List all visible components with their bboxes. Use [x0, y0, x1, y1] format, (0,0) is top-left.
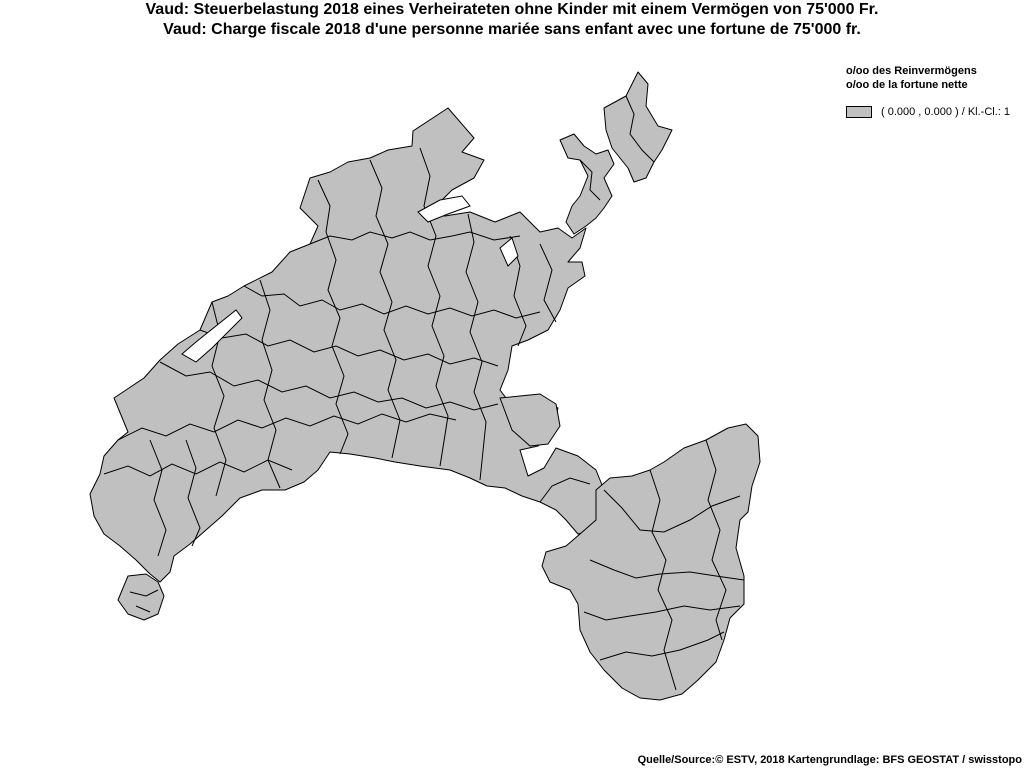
- lakes: [181, 195, 519, 363]
- canton-east-coast: [499, 393, 561, 447]
- legend-heading-german: o/oo des Reinvermögens: [846, 65, 977, 77]
- lake-neuchatel-edge: [417, 195, 471, 223]
- legend-class-label: ( 0.000 , 0.000 ) / Kl.-Cl.: 1: [881, 106, 1011, 118]
- lake-morat-edge: [499, 237, 519, 267]
- canton-vaud-main: [89, 71, 761, 701]
- map-title: Vaud: Steuerbelastung 2018 eines Verheir…: [0, 0, 1024, 40]
- lake-joux: [181, 309, 243, 363]
- title-french: Vaud: Charge fiscale 2018 d'une personne…: [163, 21, 861, 38]
- canton-payerne: [603, 71, 673, 183]
- source-credit: Quelle/Source:© ESTV, 2018 Kartengrundla…: [637, 754, 1022, 766]
- canton-sw-tip: [117, 573, 165, 621]
- map-legend: o/oo des Reinvermögens o/oo de la fortun…: [846, 64, 1024, 118]
- legend-class-row: ( 0.000 , 0.000 ) / Kl.-Cl.: 1: [846, 106, 1024, 118]
- canton-broye-strip: [559, 133, 615, 235]
- municipality-borders: [103, 95, 745, 691]
- canton-main-region: [89, 107, 613, 583]
- legend-heading-french: o/oo de la fortune nette: [846, 79, 968, 91]
- title-german: Vaud: Steuerbelastung 2018 eines Verheir…: [145, 1, 879, 18]
- legend-class-swatch: [846, 106, 872, 118]
